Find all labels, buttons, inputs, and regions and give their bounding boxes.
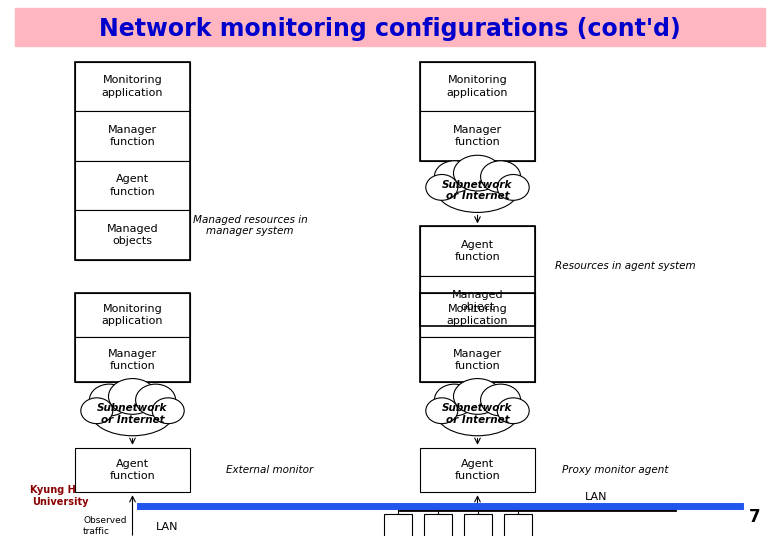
Bar bbox=[420, 338, 535, 382]
Text: Managed
object: Managed object bbox=[452, 289, 503, 312]
Bar bbox=[420, 293, 535, 338]
Ellipse shape bbox=[426, 398, 458, 424]
Ellipse shape bbox=[426, 174, 458, 200]
Ellipse shape bbox=[480, 384, 520, 416]
Bar bbox=[75, 293, 190, 338]
Bar bbox=[75, 161, 190, 211]
Text: Manager
function: Manager function bbox=[108, 125, 157, 147]
Text: Agent
function: Agent function bbox=[110, 174, 155, 197]
Bar bbox=[420, 448, 535, 492]
Bar bbox=[75, 62, 190, 111]
Ellipse shape bbox=[480, 161, 520, 193]
Bar bbox=[75, 111, 190, 161]
Text: Manager
function: Manager function bbox=[108, 349, 157, 371]
Ellipse shape bbox=[434, 384, 474, 416]
Ellipse shape bbox=[81, 398, 113, 424]
Bar bbox=[420, 62, 535, 161]
Ellipse shape bbox=[453, 155, 502, 191]
Bar bbox=[15, 8, 765, 46]
Text: External monitor: External monitor bbox=[226, 465, 314, 475]
Text: LAN: LAN bbox=[156, 522, 179, 532]
Bar bbox=[504, 514, 531, 540]
Ellipse shape bbox=[90, 384, 129, 416]
Bar bbox=[420, 226, 535, 276]
Bar bbox=[75, 62, 190, 260]
Ellipse shape bbox=[434, 161, 474, 193]
Bar bbox=[75, 448, 190, 492]
Bar bbox=[75, 293, 190, 382]
Bar bbox=[75, 211, 190, 260]
Text: Managed
objects: Managed objects bbox=[107, 224, 158, 246]
Text: Manager
function: Manager function bbox=[453, 125, 502, 147]
Ellipse shape bbox=[435, 165, 519, 212]
Bar bbox=[463, 514, 491, 540]
Text: Network monitoring configurations (cont'd): Network monitoring configurations (cont'… bbox=[99, 17, 681, 41]
Text: Subnetwork
or Internet: Subnetwork or Internet bbox=[442, 180, 512, 201]
Ellipse shape bbox=[453, 379, 502, 414]
Text: Monitoring
application: Monitoring application bbox=[447, 75, 509, 98]
Text: Subnetwork
or Internet: Subnetwork or Internet bbox=[98, 403, 168, 425]
Text: Monitoring
application: Monitoring application bbox=[447, 304, 509, 326]
Text: Agent
function: Agent function bbox=[455, 459, 501, 481]
Text: 7: 7 bbox=[748, 508, 760, 526]
Ellipse shape bbox=[90, 388, 175, 436]
Text: Kyung Hee
University: Kyung Hee University bbox=[30, 485, 90, 507]
Ellipse shape bbox=[136, 384, 176, 416]
Bar bbox=[420, 226, 535, 326]
Text: Proxy monitor agent: Proxy monitor agent bbox=[562, 465, 668, 475]
Text: Agent
function: Agent function bbox=[110, 459, 155, 481]
Text: Monitoring
application: Monitoring application bbox=[101, 75, 163, 98]
Bar bbox=[420, 111, 535, 161]
Text: Resources in agent system: Resources in agent system bbox=[555, 261, 695, 271]
Ellipse shape bbox=[497, 174, 529, 200]
Bar bbox=[420, 293, 535, 382]
Ellipse shape bbox=[108, 379, 157, 414]
Text: Agent
function: Agent function bbox=[455, 240, 501, 262]
Bar bbox=[420, 62, 535, 111]
Ellipse shape bbox=[152, 398, 184, 424]
Bar bbox=[75, 338, 190, 382]
Text: Monitoring
application: Monitoring application bbox=[101, 304, 163, 326]
Text: Manager
function: Manager function bbox=[453, 349, 502, 371]
Bar bbox=[384, 514, 412, 540]
Text: Managed resources in
manager system: Managed resources in manager system bbox=[193, 214, 307, 236]
Text: Observed
traffic: Observed traffic bbox=[83, 516, 126, 536]
Ellipse shape bbox=[497, 398, 529, 424]
Bar bbox=[424, 514, 452, 540]
Bar bbox=[420, 276, 535, 326]
Text: Subnetwork
or Internet: Subnetwork or Internet bbox=[442, 403, 512, 425]
Text: LAN: LAN bbox=[585, 492, 608, 502]
Ellipse shape bbox=[435, 388, 519, 436]
